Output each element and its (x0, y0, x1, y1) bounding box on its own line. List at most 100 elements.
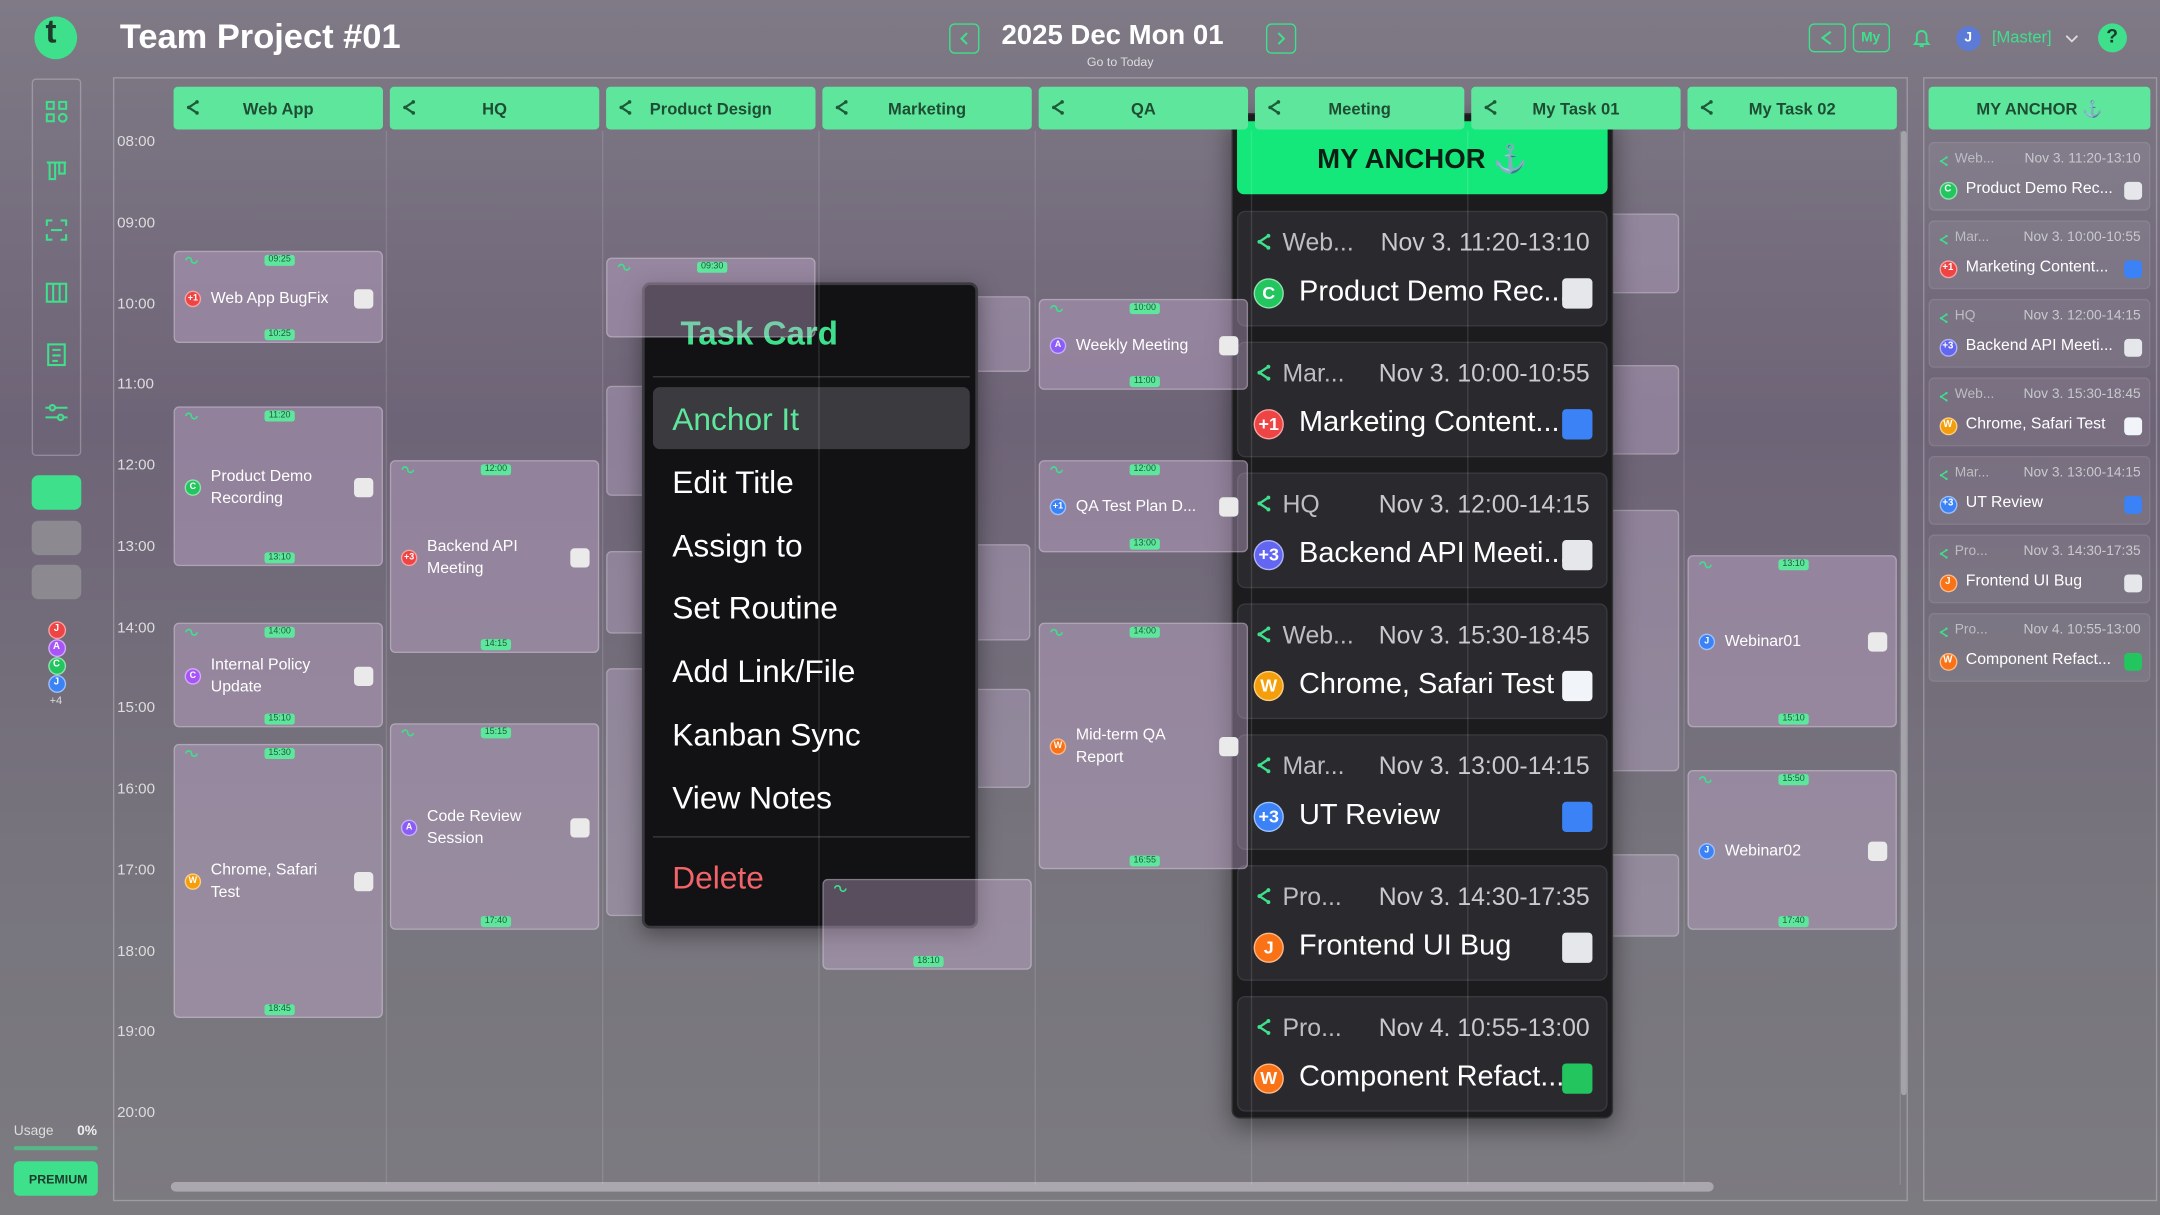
end-time: 11:00 (1133, 376, 1156, 387)
avatar-label: W (188, 876, 198, 887)
menu-item[interactable]: Anchor It (672, 400, 800, 437)
anchor-time: Nov 3. 12:00-14:15 (2023, 308, 2141, 324)
avatar-label: C (189, 670, 197, 681)
column-header[interactable]: My Task 01 (1471, 86, 1681, 130)
avatar-label: +3 (404, 552, 415, 563)
task-card[interactable]: 10:00 11:00 A Weekly Meeting (1038, 298, 1249, 391)
menu-delete[interactable]: Delete (672, 859, 764, 896)
menu-item[interactable]: Edit Title (672, 463, 794, 500)
card-title: Chrome, Safari Test (210, 862, 318, 902)
column-header[interactable]: Web App (173, 86, 383, 130)
anchor-title: MY ANCHOR ⚓ (1317, 144, 1528, 175)
link-icon-glyph (185, 749, 198, 757)
next-day[interactable] (1265, 23, 1297, 54)
my-button[interactable] (1852, 23, 1890, 53)
group[interactable] (31, 520, 82, 556)
anchor-item[interactable]: Web... Nov 3. 15:30-18:45 W Chrome, Safari … (1928, 377, 2151, 447)
avatar (47, 638, 66, 657)
help[interactable] (2098, 23, 2127, 53)
task-card[interactable]: 12:00 14:15 +3 Backend API Meeting (389, 460, 600, 654)
column-header[interactable]: Meeting (1254, 86, 1465, 130)
anchor-project: Mar... (1282, 359, 1345, 388)
anchor-project: Mar... (1954, 230, 1990, 246)
time-badge (480, 915, 512, 927)
avatar-label: +3 (1258, 544, 1279, 566)
menu-item[interactable]: Set Routine (672, 590, 838, 626)
link-icon-glyph (1050, 628, 1063, 636)
link-icon-glyph (185, 412, 198, 420)
share-icon-glyph (1484, 100, 1497, 115)
prev-day[interactable] (949, 23, 980, 54)
anchor-item[interactable]: Mar... Nov 3. 13:00-14:15 +3 UT Review (1237, 734, 1608, 850)
anchor-item[interactable]: Mar... Nov 3. 10:00-10:55 +1 Marketing Cont… (1237, 341, 1608, 458)
anchor-time: Nov 3. 11:20-13:10 (1380, 228, 1590, 257)
time-badge (264, 747, 295, 759)
start-time: 14:00 (1133, 626, 1156, 636)
hour-label: 20:00 (117, 1104, 156, 1122)
anchor-item[interactable]: Mar... Nov 3. 10:00-10:55 +1 Marketing Cont… (1928, 220, 2151, 290)
anchor-icon (1562, 670, 1593, 702)
column-header[interactable]: Product Design (606, 86, 816, 130)
logo[interactable] (34, 16, 78, 60)
go-today[interactable]: Go to Today (1086, 55, 1154, 69)
premium-button[interactable] (13, 1161, 98, 1196)
column-header[interactable]: Marketing (822, 86, 1032, 130)
user-avatar[interactable] (1956, 26, 1981, 51)
share-button[interactable] (1808, 23, 1846, 53)
anchor-item[interactable]: Web... Nov 3. 15:30-18:45 W Chrome, Safari … (1237, 603, 1608, 720)
start-time: 12:00 (1133, 464, 1156, 474)
menu-item[interactable]: Assign to (672, 527, 803, 563)
share-icon-glyph (1939, 313, 1948, 324)
task-card[interactable]: 15:50 17:40 J Webinar02 (1687, 770, 1897, 930)
column-name: My Task 02 (1748, 99, 1836, 119)
anchor-panel: MY ANCHOR ⚓ Web... Nov 3. 11:20-13:10 C Prod… (1923, 77, 2158, 1202)
anchor-item[interactable]: Pro... Nov 4. 10:55-13:00 W Component Refac… (1237, 995, 1608, 1112)
hour-label: 12:00 (117, 457, 156, 474)
column-header[interactable]: HQ (389, 86, 600, 130)
task-card[interactable]: 15:15 17:40 A Code Review Session (389, 723, 600, 930)
anchor-item[interactable]: Web... Nov 3. 11:20-13:10 C Product Demo Re… (1928, 141, 2151, 211)
task-card[interactable]: 15:30 18:45 W Chrome, Safari Test (173, 743, 383, 1018)
anchor-time: Nov 3. 12:00-14:15 (1378, 490, 1590, 518)
avatar (184, 478, 202, 496)
usage-value: 0% (77, 1124, 98, 1140)
task-card[interactable]: 09:25 10:25 +1 Web App BugFix (173, 251, 383, 343)
group[interactable] (31, 564, 82, 600)
menu-divider (652, 376, 970, 378)
share-icon-glyph (403, 100, 416, 115)
anchor-item[interactable]: Pro... Nov 4. 10:55-13:00 W Component Refac… (1928, 613, 2151, 682)
h-scrollbar[interactable] (170, 1181, 1714, 1192)
avatar (47, 674, 66, 693)
anchor-item[interactable]: Web... Nov 3. 11:20-13:10 C Product Demo Re… (1237, 210, 1608, 327)
menu-item[interactable]: View Notes (672, 779, 832, 816)
task-card[interactable]: 12:00 13:00 +1 QA Test Plan D... (1038, 460, 1249, 553)
task-card[interactable]: 14:00 16:55 W Mid-term QA Report (1038, 621, 1249, 870)
task-card[interactable]: 18:10 (822, 879, 1032, 971)
column-header[interactable]: My Task 02 (1687, 86, 1897, 130)
user-name[interactable]: [Master] (1991, 27, 2052, 47)
task-card[interactable]: 13:10 15:10 J Webinar01 (1687, 554, 1897, 728)
menu-item[interactable]: Kanban Sync (672, 716, 861, 753)
task-card[interactable]: 14:00 15:10 C Internal Policy Update (173, 621, 383, 728)
avatar (1698, 843, 1716, 860)
bell[interactable] (1909, 26, 1934, 51)
task-card[interactable]: 11:20 13:10 C Product Demo Recording (173, 406, 383, 566)
avatar (1049, 499, 1067, 516)
group-active[interactable] (31, 475, 82, 510)
anchor-item[interactable]: Pro... Nov 3. 14:30-17:35 J Frontend UI Bug (1237, 865, 1608, 981)
share-icon-glyph (1257, 495, 1271, 512)
anchor-item[interactable]: HQ Nov 3. 12:00-14:15 +3 Backend API Meeti.… (1928, 298, 2151, 368)
column-header[interactable]: QA (1038, 86, 1249, 130)
anchor-time: Nov 3. 13:00-14:15 (1378, 752, 1590, 780)
avatar (1049, 738, 1067, 756)
sidebar-icons[interactable] (32, 79, 82, 456)
v-scrollbar[interactable] (1901, 130, 1907, 1096)
menu-item[interactable]: Add Link/File (672, 653, 856, 690)
anchor-item[interactable]: Pro... Nov 3. 14:30-17:35 J Frontend UI Bug (1928, 534, 2151, 604)
card-icon (354, 288, 374, 309)
anchor-item[interactable]: HQ Nov 3. 12:00-14:15 +3 Backend API Meeti.… (1237, 472, 1608, 589)
share-icon-glyph (1700, 100, 1713, 115)
anchor-item[interactable]: Mar... Nov 3. 13:00-14:15 +3 UT Review (1928, 455, 2151, 525)
task-card[interactable]: 09:30 (606, 257, 816, 338)
card-icon (570, 818, 590, 838)
